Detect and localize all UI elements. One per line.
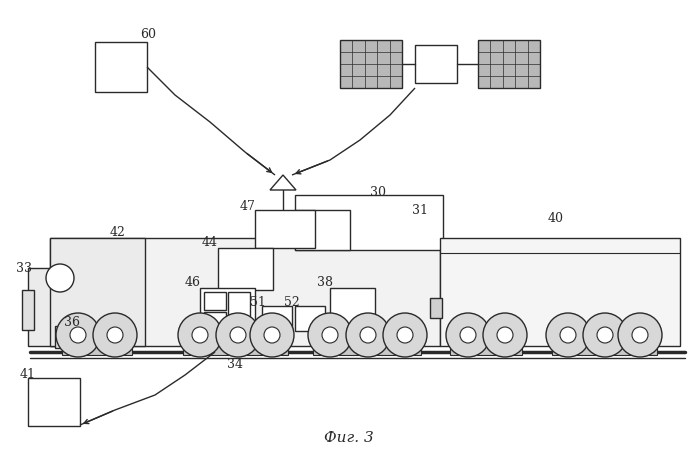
Text: 41: 41 xyxy=(20,369,36,382)
Bar xyxy=(295,210,350,250)
Circle shape xyxy=(308,313,352,357)
Circle shape xyxy=(397,327,413,343)
Circle shape xyxy=(178,313,222,357)
Circle shape xyxy=(230,327,246,343)
Bar xyxy=(440,238,680,346)
Bar xyxy=(183,345,288,355)
Circle shape xyxy=(546,313,590,357)
Text: 60: 60 xyxy=(140,28,156,42)
Bar xyxy=(430,298,442,318)
Bar xyxy=(295,195,443,250)
Circle shape xyxy=(107,327,123,343)
Polygon shape xyxy=(270,175,296,190)
Bar xyxy=(55,326,95,348)
Circle shape xyxy=(483,313,527,357)
Text: Фиг. 3: Фиг. 3 xyxy=(324,431,374,445)
Bar xyxy=(28,268,54,346)
Bar xyxy=(478,40,540,88)
Circle shape xyxy=(497,327,513,343)
Text: 44: 44 xyxy=(202,236,218,250)
Text: 51: 51 xyxy=(250,296,266,310)
Circle shape xyxy=(70,327,86,343)
Circle shape xyxy=(560,327,576,343)
Bar xyxy=(28,378,80,426)
Bar xyxy=(552,345,657,355)
Bar xyxy=(204,292,226,310)
Circle shape xyxy=(618,313,662,357)
Bar xyxy=(22,290,34,330)
Bar xyxy=(50,238,440,346)
Bar xyxy=(340,40,402,88)
Circle shape xyxy=(192,327,208,343)
Text: 47: 47 xyxy=(240,201,256,213)
Bar xyxy=(62,345,132,355)
Circle shape xyxy=(322,327,338,343)
Circle shape xyxy=(446,313,490,357)
Circle shape xyxy=(632,327,648,343)
Circle shape xyxy=(583,313,627,357)
Circle shape xyxy=(56,313,100,357)
Circle shape xyxy=(93,313,137,357)
Bar xyxy=(228,292,250,327)
Text: 33: 33 xyxy=(16,262,32,274)
Circle shape xyxy=(597,327,613,343)
Circle shape xyxy=(346,313,390,357)
Circle shape xyxy=(264,327,280,343)
Circle shape xyxy=(460,327,476,343)
Bar xyxy=(204,312,226,327)
Circle shape xyxy=(46,264,74,292)
Text: 36: 36 xyxy=(64,316,80,328)
Bar xyxy=(262,306,292,331)
Text: 34: 34 xyxy=(227,359,243,371)
Text: 38: 38 xyxy=(317,277,333,289)
Circle shape xyxy=(216,313,260,357)
Text: 46: 46 xyxy=(185,277,201,289)
Bar xyxy=(255,210,315,248)
Circle shape xyxy=(383,313,427,357)
Bar xyxy=(295,306,325,331)
Bar xyxy=(330,288,375,340)
Bar xyxy=(95,42,147,92)
Text: 40: 40 xyxy=(548,212,564,224)
Text: 30: 30 xyxy=(370,185,386,198)
Text: 31: 31 xyxy=(412,203,428,217)
Bar xyxy=(450,345,522,355)
Text: 42: 42 xyxy=(110,225,126,239)
Bar xyxy=(218,248,273,290)
Bar xyxy=(200,288,255,330)
Bar xyxy=(50,238,145,346)
Circle shape xyxy=(360,327,376,343)
Bar xyxy=(415,45,457,83)
Circle shape xyxy=(250,313,294,357)
Bar xyxy=(313,345,421,355)
Text: 52: 52 xyxy=(284,296,300,310)
